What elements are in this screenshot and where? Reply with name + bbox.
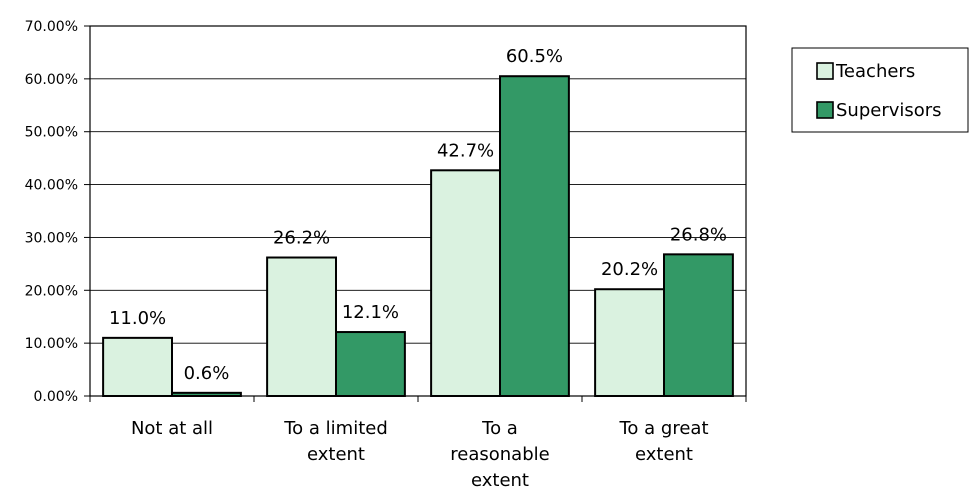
legend-label-teachers: Teachers	[835, 61, 915, 82]
data-label: 26.2%	[273, 228, 330, 249]
y-tick-label: 20.00%	[25, 283, 78, 299]
data-label: 20.2%	[601, 259, 658, 280]
legend-swatch-supervisors	[816, 101, 834, 119]
data-label: 60.5%	[506, 46, 563, 67]
bar-supervisors	[499, 75, 570, 397]
data-label: 42.7%	[437, 140, 494, 161]
bar-teachers	[430, 169, 501, 397]
data-labels: 11.0% 26.2% 42.7% 20.2% 0.6% 12.1% 60.5% 26.8%	[109, 46, 727, 384]
y-tick-label: 30.00%	[25, 230, 78, 246]
data-label: 11.0%	[109, 308, 166, 329]
x-tick-label: To a limited extent	[283, 418, 388, 465]
data-label: 26.8%	[670, 224, 727, 245]
x-tick-label: To a reasonable extent	[450, 418, 549, 491]
data-label: 12.1%	[342, 302, 399, 323]
bar-teachers	[266, 256, 337, 397]
axes: 0.00% 10.00% 20.00% 30.00% 40.00% 50.00% 60.00…	[25, 19, 747, 491]
bar-supervisors	[171, 391, 242, 398]
y-tick-label: 0.00%	[34, 389, 78, 405]
legend: Teachers Supervisors	[791, 47, 969, 133]
bar-teachers	[594, 288, 665, 398]
bar-teachers	[102, 336, 173, 398]
y-tick-label: 40.00%	[25, 178, 78, 194]
y-tick-label: 50.00%	[25, 125, 78, 141]
data-label: 0.6%	[184, 363, 230, 384]
y-tick-label: 60.00%	[25, 72, 78, 88]
legend-label-supervisors: Supervisors	[836, 100, 942, 121]
bar-supervisors	[335, 331, 406, 397]
bar-supervisors	[663, 253, 734, 397]
y-tick-label: 10.00%	[25, 336, 78, 352]
legend-swatch-teachers	[816, 62, 834, 80]
x-tick-label: To a great extent	[618, 418, 708, 465]
bars	[102, 75, 734, 398]
x-tick-label: Not at all	[131, 418, 213, 439]
y-tick-label: 70.00%	[25, 19, 78, 35]
